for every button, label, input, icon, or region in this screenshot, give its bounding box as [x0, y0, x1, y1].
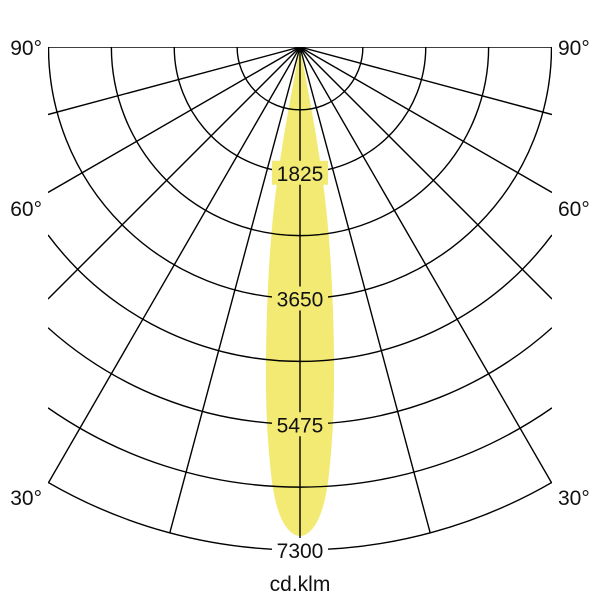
- unit-label: cd.klm: [270, 573, 331, 596]
- grid-radial-line: [299, 47, 552, 483]
- radial-tick-label: 3650: [277, 289, 324, 312]
- tick-label-background: [272, 412, 328, 437]
- grid-radial-line: [299, 47, 552, 300]
- grid-radial-line: [48, 47, 301, 483]
- grid-radial-line: [299, 47, 552, 116]
- angle-label-60-left: 60°: [10, 198, 42, 221]
- tick-label-background: [272, 160, 328, 185]
- angle-label-90-left: 90°: [10, 37, 42, 60]
- angle-label-90-right: 90°: [558, 37, 590, 60]
- grid-radial-line: [48, 47, 301, 194]
- angle-label-30-right: 30°: [558, 487, 590, 510]
- angle-label-30-left: 30°: [10, 487, 42, 510]
- grid-radial-line: [48, 47, 301, 300]
- grid-radial-line: [169, 47, 301, 534]
- grid-radial-line: [48, 47, 301, 116]
- grid-radial-line: [299, 47, 552, 194]
- angle-label-60-right: 60°: [558, 198, 590, 221]
- radial-tick-label: 1825: [277, 163, 324, 186]
- grid-radial-line: [299, 47, 431, 534]
- tick-label-background: [272, 286, 328, 311]
- radial-tick-label: 5475: [277, 414, 324, 437]
- tick-label-background: [272, 538, 328, 562]
- radial-tick-label: 7300: [277, 540, 324, 563]
